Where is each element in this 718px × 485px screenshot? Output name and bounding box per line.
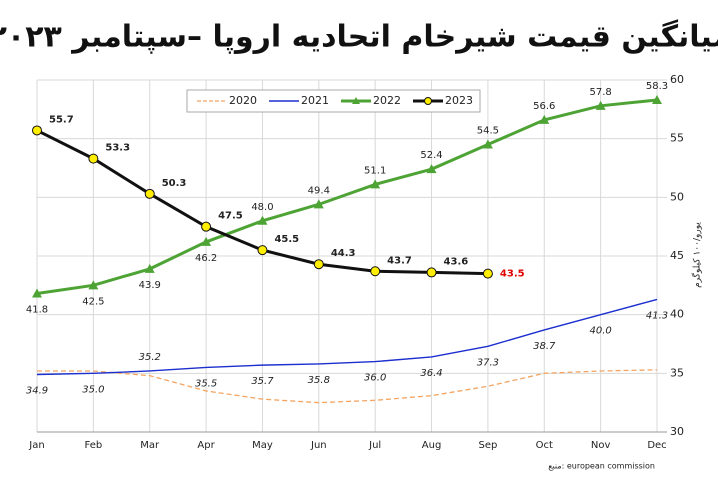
y-tick-label: 30 (670, 425, 684, 438)
marker (32, 288, 42, 298)
data-label: 38.7 (533, 341, 556, 352)
marker (88, 280, 99, 290)
marker (144, 263, 155, 273)
marker (482, 268, 493, 279)
marker (370, 266, 381, 277)
data-label: 46.2 (195, 253, 217, 264)
data-label: 54.5 (477, 126, 499, 137)
source: منبع: european commission (548, 462, 655, 471)
y-tick-label: 40 (670, 308, 684, 321)
y-tick-label: 50 (670, 190, 684, 203)
x-tick-label: Jul (368, 440, 381, 451)
x-tick-label: Jan (28, 440, 44, 451)
legend-label: 2020 (229, 94, 257, 107)
data-label: 43.5 (500, 269, 525, 280)
data-label: 49.4 (308, 185, 330, 196)
marker (595, 100, 606, 110)
marker (313, 259, 324, 270)
marker (426, 267, 437, 278)
data-label: 34.9 (26, 386, 48, 397)
marker (201, 236, 212, 246)
data-label: 35.8 (308, 375, 330, 386)
marker (652, 94, 662, 104)
x-tick-label: Nov (591, 440, 611, 451)
y-tick-label: 45 (670, 249, 684, 262)
data-label: 37.3 (477, 357, 499, 368)
x-tick-label: Mar (140, 440, 160, 451)
data-label: 35.5 (195, 378, 217, 389)
data-label: 42.5 (82, 296, 104, 307)
x-tick-label: Oct (536, 440, 553, 451)
data-label: 43.7 (387, 255, 412, 266)
data-label: 41.3 (646, 310, 668, 321)
marker (257, 245, 268, 256)
y-tick-label: 35 (670, 366, 684, 379)
data-label: 35.2 (139, 352, 161, 363)
data-label: 53.3 (105, 143, 130, 154)
marker (257, 215, 268, 225)
legend-marker (352, 97, 360, 104)
x-tick-label: May (252, 440, 273, 451)
data-label: 48.0 (251, 202, 273, 213)
data-label: 43.6 (444, 256, 469, 267)
x-tick-label: Dec (647, 440, 666, 451)
marker (370, 179, 381, 189)
data-label: 44.3 (331, 248, 356, 259)
data-label: 45.5 (274, 234, 299, 245)
data-label: 43.9 (139, 280, 161, 291)
x-tick-label: Aug (422, 440, 442, 451)
chart-title: میانگین قیمت شیرخام اتحادیه اروپا –سپتام… (0, 19, 718, 55)
data-label: 36.0 (364, 373, 386, 384)
data-label: 57.8 (590, 87, 612, 98)
data-label: 47.5 (218, 211, 243, 222)
marker (144, 188, 155, 199)
data-label: 51.1 (364, 165, 386, 176)
legend-label: 2022 (373, 94, 401, 107)
x-tick-label: Sep (478, 440, 497, 451)
marker (32, 125, 42, 136)
data-label: 36.4 (420, 368, 442, 379)
data-label: 55.7 (49, 114, 74, 125)
series-line (37, 369, 658, 404)
legend-label: 2021 (301, 94, 329, 107)
marker (313, 199, 324, 209)
marker (539, 114, 550, 124)
data-label: 52.4 (420, 150, 442, 161)
marker (426, 164, 437, 174)
x-tick-label: Jun (310, 440, 327, 451)
data-label: 56.6 (533, 101, 555, 112)
legend-box (186, 89, 481, 113)
data-label: 35.0 (82, 384, 104, 395)
marker (201, 221, 212, 232)
data-label: 40.0 (590, 326, 612, 337)
marker (88, 153, 99, 164)
legend-marker (424, 97, 432, 105)
series-line (36, 98, 658, 296)
series-line (36, 298, 658, 376)
y-tick-label: 55 (670, 132, 684, 145)
y-axis-label: یورو/۱۰۰ کیلوگرم (691, 222, 703, 288)
data-label: 50.3 (162, 178, 187, 189)
y-tick-label: 60 (670, 73, 684, 86)
marker (482, 139, 493, 149)
legend-label: 2023 (445, 94, 473, 107)
data-label: 41.8 (26, 305, 48, 316)
data-label: 35.7 (251, 376, 274, 387)
x-tick-label: Feb (85, 440, 103, 451)
x-tick-label: Apr (197, 440, 215, 451)
data-label: 58.3 (646, 81, 668, 92)
